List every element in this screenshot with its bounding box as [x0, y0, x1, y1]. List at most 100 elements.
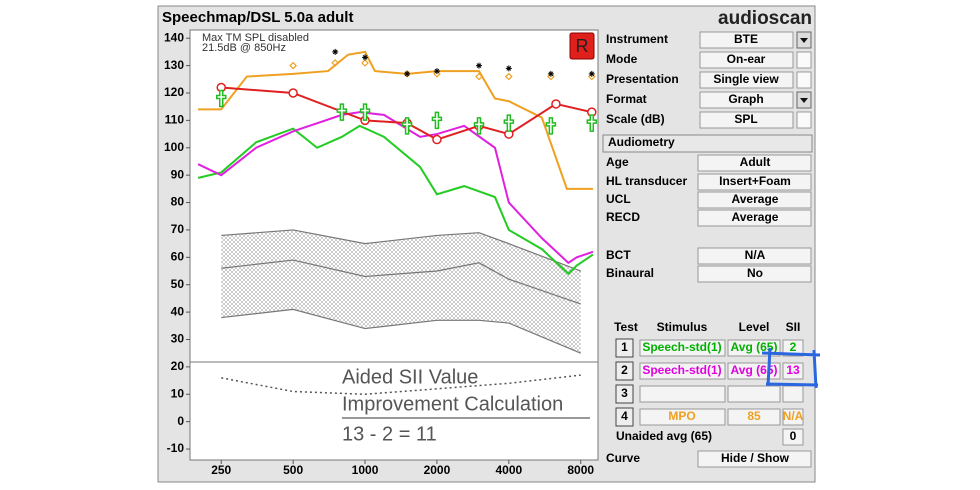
- point: [432, 134, 442, 145]
- test-number: 1: [621, 340, 628, 354]
- y-tick-label: 30: [171, 332, 185, 346]
- unaided-field: [782, 428, 804, 446]
- checkbox[interactable]: [796, 71, 812, 89]
- x-tick-label: 1000: [352, 463, 379, 477]
- curve-button[interactable]: [697, 450, 812, 468]
- setting-value: Graph: [728, 92, 763, 106]
- checkbox[interactable]: [796, 111, 812, 129]
- stimulus-field: [639, 362, 726, 380]
- y-tick-label: 70: [171, 222, 185, 236]
- curve-label: Curve: [606, 451, 640, 465]
- audiometry-field: [697, 173, 812, 191]
- x-tick-label: 4000: [495, 463, 522, 477]
- test-button[interactable]: [615, 338, 634, 358]
- sii: 2: [790, 340, 797, 354]
- checkbox[interactable]: [796, 51, 812, 69]
- level: 85: [747, 409, 761, 423]
- stimulus-field: [639, 385, 726, 403]
- audiometry-value: Adult: [740, 155, 771, 169]
- audiometry-label: Audiometry: [608, 135, 675, 149]
- diamond: [403, 69, 411, 78]
- test-button[interactable]: [615, 407, 634, 427]
- test-header: Stimulus: [657, 320, 708, 334]
- x-tick-label: 8000: [567, 463, 594, 477]
- diamond: [361, 59, 369, 67]
- ear-badge: [569, 32, 595, 60]
- curve: [197, 124, 594, 276]
- note: Max TM SPL disabled: [202, 32, 309, 44]
- setting-value: Single view: [713, 72, 779, 86]
- curve: [221, 374, 581, 396]
- x-tick-label: 2000: [424, 463, 451, 477]
- y-tick-label: 40: [171, 304, 185, 318]
- target-cross: [401, 117, 413, 135]
- unaided-label: Unaided avg (65): [616, 429, 712, 443]
- test-button[interactable]: [615, 384, 634, 404]
- y-tick-label: 90: [171, 167, 185, 181]
- y-tick-label: -10: [167, 441, 185, 455]
- curve-value: Hide / Show: [721, 451, 790, 465]
- audiometry-item: BCT: [606, 248, 631, 262]
- asterisk: [475, 62, 482, 69]
- y-tick-label: 60: [171, 249, 185, 263]
- level: Avg (65): [731, 363, 778, 377]
- audiometry-button[interactable]: [602, 134, 813, 153]
- y-tick-label: 80: [171, 195, 185, 209]
- target-cross: [503, 114, 515, 132]
- note: 21.5dB @ 850Hz: [202, 42, 286, 54]
- asterisk: [404, 70, 411, 77]
- audiometry-value: N/A: [745, 248, 766, 262]
- target-cross: [336, 103, 348, 121]
- audiometry-field: [697, 191, 812, 209]
- band-middle: [221, 259, 581, 305]
- curve: [198, 50, 593, 190]
- diamond: [331, 59, 340, 67]
- setting-label: Instrument: [606, 32, 668, 46]
- asterisk: [588, 70, 595, 77]
- setting-field[interactable]: [699, 51, 794, 69]
- setting-field[interactable]: [699, 71, 794, 89]
- stimulus: Speech-std(1): [642, 340, 721, 354]
- setting-value: On-ear: [727, 52, 766, 66]
- asterisk: [362, 54, 369, 61]
- sii-field: [782, 339, 804, 357]
- setting-field[interactable]: [699, 31, 794, 49]
- window-title: Speechmap/DSL 5.0a adult: [162, 9, 353, 26]
- asterisk: [547, 70, 554, 77]
- audiometry-item: UCL: [606, 192, 631, 206]
- target-cross: [473, 117, 485, 135]
- x-tick-label: 500: [283, 463, 303, 477]
- asterisk: [332, 48, 339, 55]
- target-cross: [431, 111, 443, 130]
- band-lower: [221, 308, 581, 354]
- setting-field[interactable]: [699, 91, 794, 109]
- test-button[interactable]: [615, 361, 634, 381]
- point: [551, 99, 561, 109]
- y-tick-label: 0: [177, 414, 184, 428]
- audiometry-value: Average: [732, 192, 779, 206]
- test-header: Level: [739, 320, 770, 334]
- setting-value: SPL: [734, 112, 757, 126]
- audiometry-item: RECD: [606, 210, 640, 224]
- stimulus: Speech-std(1): [642, 363, 721, 377]
- level-field: [727, 362, 781, 380]
- test-header: Test: [614, 320, 638, 334]
- setting-label: Scale (dB): [606, 112, 665, 126]
- y-tick-label: 100: [164, 140, 184, 154]
- sii: N/A: [783, 409, 804, 423]
- audiometry-value: No: [747, 266, 763, 280]
- annotation: Improvement Calculation: [342, 393, 563, 415]
- audiometry-field: [697, 265, 812, 283]
- target-cross: [359, 103, 371, 121]
- test-number: 2: [621, 363, 628, 377]
- audiometry-item: HL transducer: [606, 174, 687, 188]
- setting-field[interactable]: [699, 111, 794, 129]
- logo: audioscan: [718, 8, 812, 29]
- annotation: 13 - 2 = 11: [342, 423, 437, 445]
- audiometry-value: Insert+Foam: [719, 174, 791, 188]
- y-tick-label: 110: [165, 113, 185, 127]
- speech-band: [221, 229, 581, 354]
- audiometry-field: [697, 247, 812, 265]
- level: Avg (65): [731, 340, 778, 354]
- y-tick-label: 130: [164, 58, 184, 72]
